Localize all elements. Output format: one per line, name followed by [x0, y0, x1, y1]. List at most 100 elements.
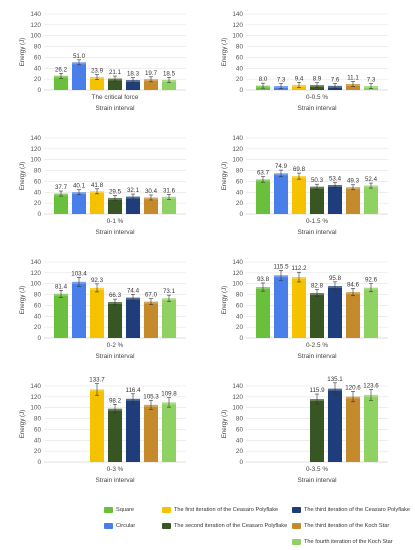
- data-label: 8.9: [313, 76, 322, 83]
- chart-svg: 0 20 40 60 80 100 120 140 Energy (J) 37.7 40.1 41.8…: [19, 135, 186, 236]
- bar-ceasaro1: [291, 176, 307, 214]
- legend-item-square: Square: [104, 507, 134, 513]
- legend-swatch: [104, 523, 113, 529]
- legend-swatch: [162, 507, 171, 513]
- data-label: 63.7: [257, 170, 270, 177]
- legend-label: The third iteration of the Koch Star: [304, 523, 390, 529]
- data-label: 32.1: [127, 187, 140, 194]
- category-label: The critical force: [92, 94, 139, 101]
- bar-square: [53, 293, 69, 338]
- y-tick-label: 20: [236, 76, 244, 83]
- y-tick-label: 100: [30, 33, 41, 40]
- legend-label: Circular: [116, 523, 136, 529]
- bar-koch3: [143, 301, 159, 338]
- data-label: 112.2: [291, 265, 307, 272]
- y-tick-label: 40: [34, 189, 42, 196]
- y-tick-label: 120: [30, 270, 41, 277]
- y-tick-label: 140: [30, 135, 41, 142]
- bar-koch4: [161, 79, 177, 90]
- y-axis-label: Energy (J): [19, 286, 26, 315]
- data-label: 67.0: [145, 292, 158, 299]
- data-label: 29.5: [109, 188, 122, 195]
- data-label: 95.8: [329, 275, 342, 282]
- data-label: 8.0: [259, 76, 268, 83]
- bar-ceasaro2: [107, 302, 123, 338]
- y-tick-label: 40: [34, 65, 42, 72]
- bar-ceasaro1: [89, 287, 105, 338]
- data-label: 11.1: [347, 74, 359, 81]
- y-axis-label: Energy (J): [221, 286, 228, 315]
- category-label: 0-0.5 %: [306, 94, 328, 101]
- y-tick-label: 80: [236, 44, 244, 51]
- y-tick-label: 0: [239, 459, 243, 466]
- bar-koch3: [345, 83, 361, 90]
- y-tick-label: 20: [34, 324, 42, 331]
- legend-swatch: [292, 507, 301, 513]
- bar-square: [255, 179, 271, 214]
- y-tick-label: 20: [236, 324, 244, 331]
- data-label: 81.4: [55, 283, 68, 290]
- x-axis-label: Strain interval: [95, 105, 134, 112]
- chart-panel: 0 20 40 60 80 100 120 140 Energy (J) 63.7 74.9 69.8…: [220, 132, 410, 250]
- y-tick-label: 100: [232, 405, 243, 412]
- data-label: 23.9: [91, 68, 104, 75]
- data-label: 49.3: [347, 178, 360, 185]
- chart-svg: 0 20 40 60 80 100 120 140 Energy (J) 26.2 51.0 23.9…: [19, 11, 186, 112]
- data-label: 53.4: [329, 176, 342, 183]
- legend-label: The first iteration of the Ceasaro Polyf…: [174, 507, 279, 513]
- y-tick-label: 140: [232, 383, 243, 390]
- bar-koch3: [143, 79, 159, 90]
- chart-svg: 0 20 40 60 80 100 120 140 Energy (J) 133.7 98.2116…: [19, 377, 186, 484]
- bar-koch4: [161, 402, 177, 462]
- y-tick-label: 120: [232, 270, 243, 277]
- x-axis-label: Strain interval: [95, 477, 134, 484]
- legend-item-ceasaro1: The first iteration of the Ceasaro Polyf…: [162, 507, 278, 513]
- y-tick-label: 60: [34, 426, 42, 433]
- data-label: 26.2: [55, 66, 68, 73]
- chart-svg: 0 20 40 60 80 100 120 140 Energy (J) 63.7 74.9 69.8…: [221, 135, 388, 236]
- y-tick-label: 120: [30, 394, 41, 401]
- data-label: 123.6: [363, 383, 379, 390]
- bar-circular: [273, 173, 289, 214]
- category-label: 0-2.5 %: [306, 342, 328, 349]
- y-tick-label: 80: [34, 292, 42, 299]
- data-label: 74.9: [275, 163, 288, 170]
- y-tick-label: 80: [236, 292, 244, 299]
- bar-ceasaro2: [107, 197, 123, 214]
- y-tick-label: 100: [232, 281, 243, 288]
- data-label: 73.1: [163, 288, 176, 295]
- y-tick-label: 20: [34, 200, 42, 207]
- bar-koch4: [363, 394, 379, 462]
- legend-swatch: [292, 539, 301, 545]
- legend-item-ceasaro3: The third iteration of the Ceasaro Polyf…: [292, 507, 410, 513]
- data-label: 105.3: [143, 393, 159, 400]
- data-label: 92.6: [365, 277, 378, 284]
- data-label: 37.7: [55, 184, 68, 191]
- data-label: 7.3: [277, 77, 286, 84]
- legend-item-ceasaro2: The second iteration of the Ceasaro Poly…: [162, 523, 287, 529]
- y-tick-label: 20: [34, 448, 42, 455]
- bar-square: [255, 287, 271, 338]
- x-axis-label: Strain interval: [95, 353, 134, 360]
- bar-koch3: [345, 396, 361, 462]
- bar-ceasaro2: [107, 408, 123, 462]
- y-tick-label: 120: [30, 146, 41, 153]
- chart-panel: 0 20 40 60 80 100 120 140 Energy (J) 37.7 40.1 41.8…: [18, 132, 208, 250]
- bar-ceasaro1: [89, 191, 105, 214]
- y-axis-label: Energy (J): [221, 162, 228, 191]
- legend-swatch: [292, 523, 301, 529]
- y-tick-label: 60: [236, 54, 244, 61]
- data-label: 120.6: [345, 384, 361, 391]
- y-tick-label: 140: [232, 259, 243, 266]
- data-label: 116.4: [125, 387, 141, 394]
- legend-label: The second iteration of the Ceasaro Poly…: [174, 523, 288, 529]
- x-axis-label: Strain interval: [297, 229, 336, 236]
- data-label: 109.8: [161, 391, 177, 398]
- y-tick-label: 120: [30, 22, 41, 29]
- bar-circular: [71, 281, 87, 338]
- category-label: 0-3.5 %: [306, 466, 328, 473]
- charts-grid: 0 20 40 60 80 100 120 140 Energy (J) 26.2 51.0 23.9…: [18, 11, 410, 484]
- y-tick-label: 40: [236, 437, 244, 444]
- y-tick-label: 20: [236, 200, 244, 207]
